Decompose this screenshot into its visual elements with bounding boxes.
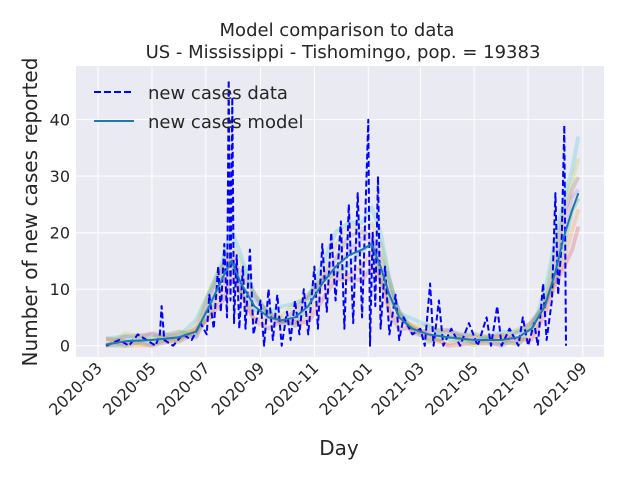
y-tick-labels: 0 10 20 30 40 [50, 111, 70, 356]
grid [76, 66, 604, 357]
model-ensemble-run [104, 157, 581, 348]
plot-area [76, 66, 604, 357]
y-tick-label: 10 [50, 280, 70, 299]
data-series-line [105, 79, 567, 347]
y-tick-label: 30 [50, 167, 70, 186]
legend-data-label: new cases data [148, 83, 288, 104]
y-tick-label: 0 [60, 337, 70, 356]
chart-title-line-2: US - Mississippi - Tishomingo, pop. = 19… [146, 42, 541, 63]
y-axis-label: Number of new cases reported [18, 58, 42, 367]
y-tick-label: 20 [50, 224, 70, 243]
legend-model-label: new cases model [148, 112, 303, 133]
x-axis-label: Day [319, 436, 359, 460]
legend: new cases data new cases model [94, 83, 303, 133]
series-layer [105, 79, 580, 347]
model-series-line [105, 192, 580, 346]
y-tick-label: 40 [50, 111, 70, 130]
chart-title-line-1: Model comparison to data [220, 20, 455, 41]
